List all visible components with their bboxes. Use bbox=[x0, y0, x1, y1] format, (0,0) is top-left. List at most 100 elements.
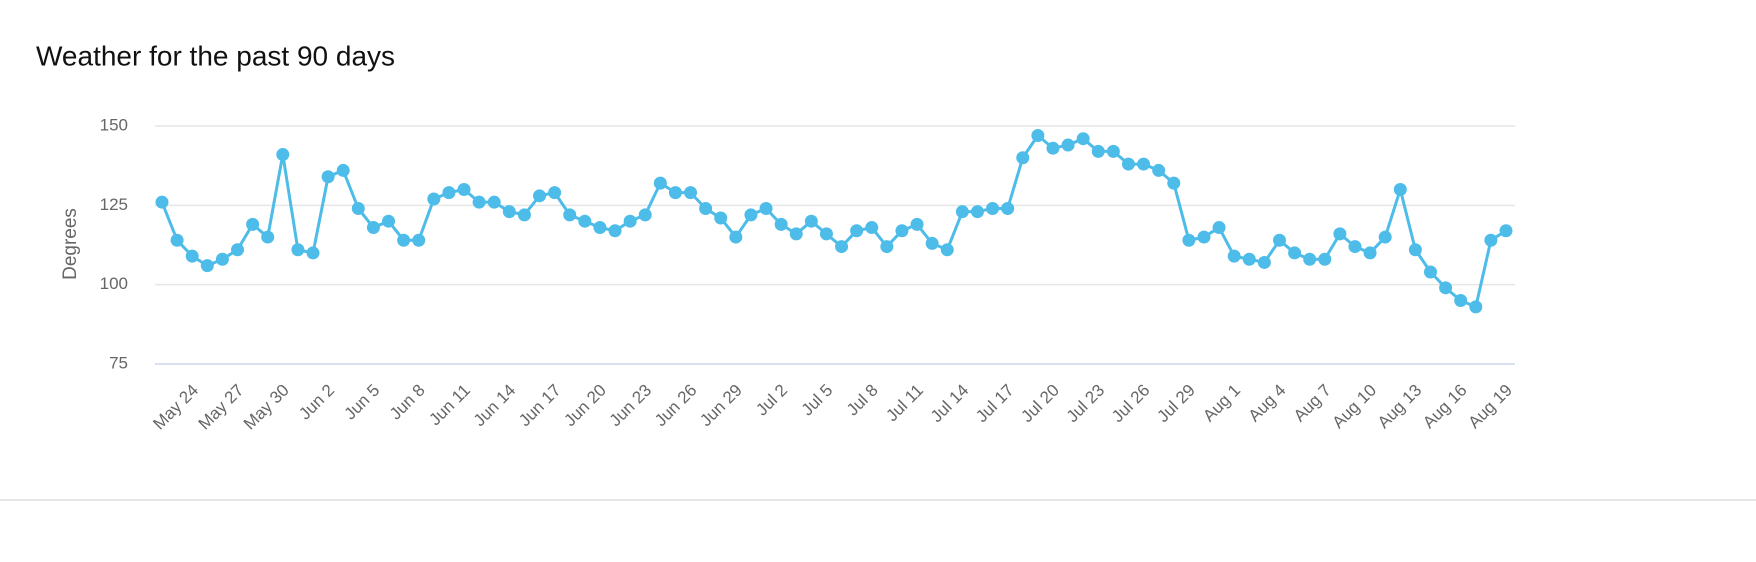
x-tick-label: May 24 bbox=[149, 381, 202, 434]
y-tick-label: 100 bbox=[100, 274, 128, 293]
data-point bbox=[1363, 246, 1377, 260]
data-point bbox=[1484, 233, 1498, 247]
x-tick-label: May 27 bbox=[195, 381, 248, 434]
data-point bbox=[653, 176, 667, 190]
data-point bbox=[1091, 144, 1105, 158]
data-point bbox=[865, 221, 879, 235]
data-point bbox=[427, 192, 441, 206]
data-point bbox=[321, 170, 335, 184]
data-point bbox=[1016, 151, 1030, 165]
data-point bbox=[215, 252, 229, 266]
x-tick-label: Jun 20 bbox=[560, 381, 610, 431]
data-point bbox=[1378, 230, 1392, 244]
x-tick-label: Aug 19 bbox=[1464, 381, 1516, 433]
data-point bbox=[1152, 163, 1166, 177]
data-point bbox=[850, 224, 864, 238]
data-point bbox=[1167, 176, 1181, 190]
data-point bbox=[759, 202, 773, 216]
data-line bbox=[160, 134, 1507, 309]
x-tick-label: Jun 23 bbox=[606, 381, 656, 431]
x-tick-label: Aug 13 bbox=[1374, 381, 1426, 433]
data-point bbox=[336, 163, 350, 177]
data-point bbox=[1076, 132, 1090, 146]
data-point bbox=[729, 230, 743, 244]
x-tick-label: Jun 17 bbox=[515, 381, 565, 431]
data-point bbox=[774, 217, 788, 231]
x-tick-label: Jun 8 bbox=[386, 381, 429, 424]
y-tick-label: 125 bbox=[100, 195, 128, 214]
data-point bbox=[261, 230, 275, 244]
data-point bbox=[578, 214, 592, 228]
data-point bbox=[1061, 138, 1075, 152]
data-point bbox=[246, 217, 260, 231]
chart-title: Weather for the past 90 days bbox=[36, 40, 395, 71]
data-point bbox=[608, 224, 622, 238]
y-tick-label: 75 bbox=[109, 353, 128, 372]
data-point bbox=[185, 249, 199, 263]
data-point bbox=[412, 233, 426, 247]
data-point bbox=[1227, 249, 1241, 263]
data-point bbox=[1499, 224, 1513, 238]
y-axis-label: Degrees bbox=[60, 208, 81, 280]
x-tick-label: Jul 20 bbox=[1017, 381, 1063, 427]
data-point bbox=[1182, 233, 1196, 247]
x-tick-label: Jun 14 bbox=[470, 381, 520, 431]
data-point bbox=[1318, 252, 1332, 266]
data-point bbox=[699, 202, 713, 216]
data-point bbox=[1454, 294, 1468, 308]
data-point bbox=[1393, 182, 1407, 196]
x-tick-label: Jul 29 bbox=[1153, 381, 1199, 427]
data-point bbox=[986, 202, 1000, 216]
data-point bbox=[1137, 157, 1151, 171]
x-tick-label: Jul 26 bbox=[1108, 381, 1154, 427]
data-point bbox=[1333, 227, 1347, 241]
data-point bbox=[517, 208, 531, 222]
data-point bbox=[819, 227, 833, 241]
data-point bbox=[457, 182, 471, 196]
data-point bbox=[563, 208, 577, 222]
x-tick-label: Jul 5 bbox=[798, 381, 837, 420]
data-point bbox=[638, 208, 652, 222]
data-point bbox=[940, 243, 954, 257]
x-tick-label: Jul 17 bbox=[972, 381, 1018, 427]
x-tick-label: Jun 26 bbox=[651, 381, 701, 431]
data-point bbox=[593, 221, 607, 235]
data-point bbox=[970, 205, 984, 219]
data-point bbox=[623, 214, 637, 228]
data-point bbox=[1408, 243, 1422, 257]
x-tick-label: Jun 29 bbox=[696, 381, 746, 431]
y-tick-label: 150 bbox=[100, 115, 128, 134]
data-point bbox=[668, 186, 682, 200]
data-point bbox=[1423, 265, 1437, 279]
data-point bbox=[1303, 252, 1317, 266]
data-point bbox=[487, 195, 501, 209]
data-point bbox=[910, 217, 924, 231]
data-point bbox=[1046, 141, 1060, 155]
data-point bbox=[366, 221, 380, 235]
data-point bbox=[1288, 246, 1302, 260]
x-tick-label: Aug 16 bbox=[1419, 381, 1471, 433]
data-point bbox=[955, 205, 969, 219]
data-point bbox=[351, 202, 365, 216]
data-point bbox=[231, 243, 245, 257]
x-tick-label: Aug 4 bbox=[1245, 381, 1290, 426]
data-point bbox=[1257, 255, 1271, 269]
data-point bbox=[502, 205, 516, 219]
x-tick-label: Jul 8 bbox=[843, 381, 882, 420]
data-point bbox=[925, 236, 939, 250]
data-point bbox=[1121, 157, 1135, 171]
data-point bbox=[1001, 202, 1015, 216]
data-point bbox=[291, 243, 305, 257]
x-tick-label: Aug 10 bbox=[1329, 381, 1381, 433]
data-point bbox=[382, 214, 396, 228]
x-tick-label: Jul 14 bbox=[927, 381, 973, 427]
data-point bbox=[714, 211, 728, 225]
data-point bbox=[1439, 281, 1453, 295]
x-tick-label: Jun 5 bbox=[341, 381, 384, 424]
data-point bbox=[472, 195, 486, 209]
data-point bbox=[1212, 221, 1226, 235]
data-point bbox=[397, 233, 411, 247]
data-point bbox=[548, 186, 562, 200]
